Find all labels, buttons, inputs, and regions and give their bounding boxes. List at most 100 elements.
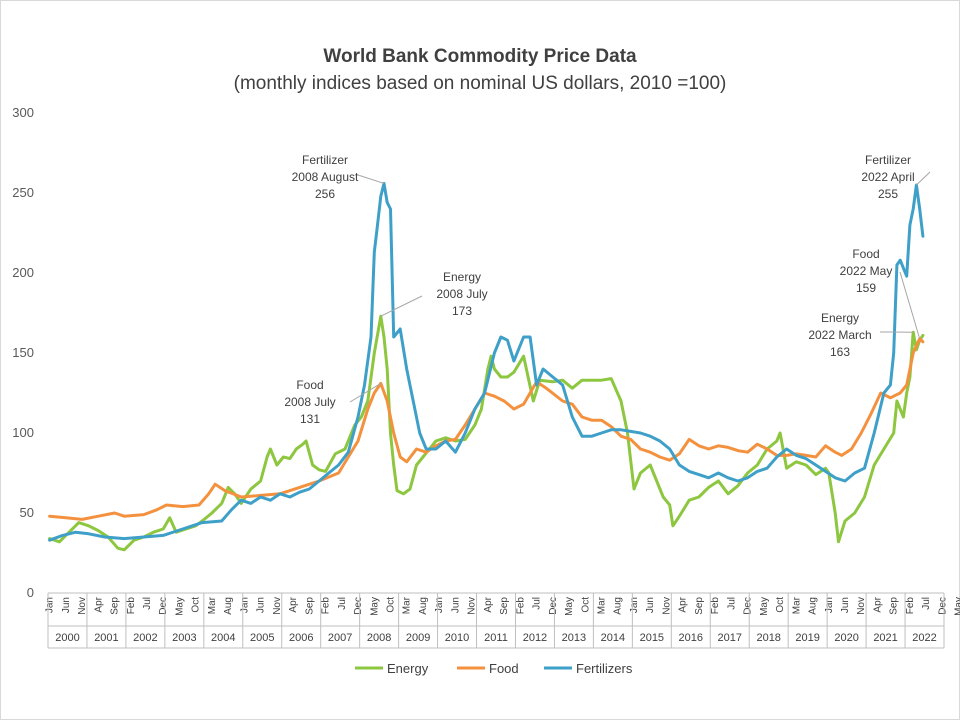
x-month-label: Feb [126, 597, 137, 615]
x-year-label: 2020 [834, 632, 858, 644]
annotation-label: 2022 May [840, 264, 893, 278]
x-month-label: Aug [613, 597, 624, 615]
x-month-label: May [954, 597, 960, 616]
x-year-label: 2004 [211, 632, 235, 644]
x-month-label: May [564, 597, 575, 616]
legend: Energy Food Fertilizers [355, 661, 633, 676]
x-year-label: 2002 [133, 632, 157, 644]
x-month-label: Jun [450, 597, 461, 613]
x-month-label: Jan [239, 597, 250, 613]
annotation-label: 2022 April [861, 170, 914, 184]
x-month-label: Mar [402, 596, 413, 614]
annotation-label: 2008 July [436, 287, 487, 301]
annotation-label: Food [852, 247, 879, 261]
x-month-label: Mar [207, 596, 218, 614]
x-year-label: 2003 [172, 632, 196, 644]
x-month-label: Aug [808, 597, 819, 615]
annotation-label: Food [296, 378, 323, 392]
x-month-label: Nov [467, 597, 478, 615]
x-month-label: Feb [515, 597, 526, 615]
y-tick-label: 200 [12, 265, 34, 280]
x-year-label: 2021 [873, 632, 897, 644]
x-month-label: Nov [856, 597, 867, 615]
x-year-label: 2009 [406, 632, 430, 644]
x-year-label: 2014 [601, 632, 625, 644]
x-month-label: Jul [921, 597, 932, 610]
y-tick-label: 300 [12, 105, 34, 120]
x-month-label: May [369, 597, 380, 616]
y-tick-label: 0 [27, 585, 34, 600]
x-month-label: Sep [304, 597, 315, 615]
x-month-label: Oct [191, 597, 202, 613]
x-month-label: Sep [110, 597, 121, 615]
x-month-label: Oct [580, 597, 591, 613]
annotation-label: Fertilizer [865, 153, 911, 167]
x-year-label: 2007 [328, 632, 352, 644]
x-month-label: Sep [499, 597, 510, 615]
x-month-label: Apr [678, 596, 689, 612]
legend-label-energy: Energy [387, 661, 429, 676]
x-month-label: Jan [434, 597, 445, 613]
x-month-label: Jan [629, 597, 640, 613]
annotation-label: 131 [300, 412, 320, 426]
x-month-label: Jun [840, 597, 851, 613]
x-year-label: 2006 [289, 632, 313, 644]
x-month-label: Nov [661, 597, 672, 615]
x-month-label: Dec [548, 597, 559, 615]
x-year-label: 2008 [367, 632, 391, 644]
annotation-label: Energy [443, 270, 481, 284]
x-month-label: Jan [824, 597, 835, 613]
x-month-label: Jul [337, 597, 348, 610]
annotation-label: 256 [315, 187, 335, 201]
legend-label-fertilizers: Fertilizers [576, 661, 633, 676]
x-month-label: Nov [272, 597, 283, 615]
x-month-label: May [759, 597, 770, 616]
x-month-label: Dec [353, 597, 364, 615]
x-month-label: Mar [597, 596, 608, 614]
annotation-label: 2008 August [292, 170, 359, 184]
legend-label-food: Food [489, 661, 519, 676]
x-month-label: Apr [872, 596, 883, 612]
x-month-label: Nov [77, 597, 88, 615]
x-month-label: Apr [93, 596, 104, 612]
x-month-label: Oct [775, 597, 786, 613]
x-year-label: 2013 [562, 632, 586, 644]
x-month-label: May [174, 597, 185, 616]
x-month-label: Jul [142, 597, 153, 610]
x-month-label: Mar [791, 596, 802, 614]
annotation-label: 173 [452, 304, 472, 318]
x-month-label: Apr [483, 596, 494, 612]
x-year-label: 2015 [640, 632, 664, 644]
x-month-label: Jun [61, 597, 72, 613]
y-tick-label: 250 [12, 185, 34, 200]
x-month-label: Jan [45, 597, 56, 613]
x-month-label: Sep [694, 597, 705, 615]
y-tick-label: 100 [12, 425, 34, 440]
x-month-label: Feb [905, 597, 916, 615]
x-year-label: 2010 [445, 632, 469, 644]
x-month-label: Feb [321, 597, 332, 615]
annotation-label: Fertilizer [302, 153, 348, 167]
x-month-label: Jun [256, 597, 267, 613]
y-tick-label: 50 [20, 505, 34, 520]
x-month-label: Dec [937, 597, 948, 615]
x-month-label: Dec [158, 597, 169, 615]
x-year-label: 2012 [523, 632, 547, 644]
x-month-label: Sep [889, 597, 900, 615]
annotation-label: 159 [856, 281, 876, 295]
chart-subtitle: (monthly indices based on nominal US dol… [234, 73, 727, 94]
x-year-label: 2005 [250, 632, 274, 644]
x-month-label: Aug [418, 597, 429, 615]
annotation-label: 255 [878, 187, 898, 201]
x-year-label: 2019 [795, 632, 819, 644]
x-month-label: Jun [645, 597, 656, 613]
x-year-label: 2011 [484, 632, 508, 644]
chart-title: World Bank Commodity Price Data [323, 46, 637, 67]
x-month-label: Feb [710, 597, 721, 615]
x-year-label: 2022 [912, 632, 936, 644]
x-year-label: 2000 [55, 632, 79, 644]
x-year-label: 2001 [94, 632, 118, 644]
annotation-label: 2008 July [284, 395, 335, 409]
